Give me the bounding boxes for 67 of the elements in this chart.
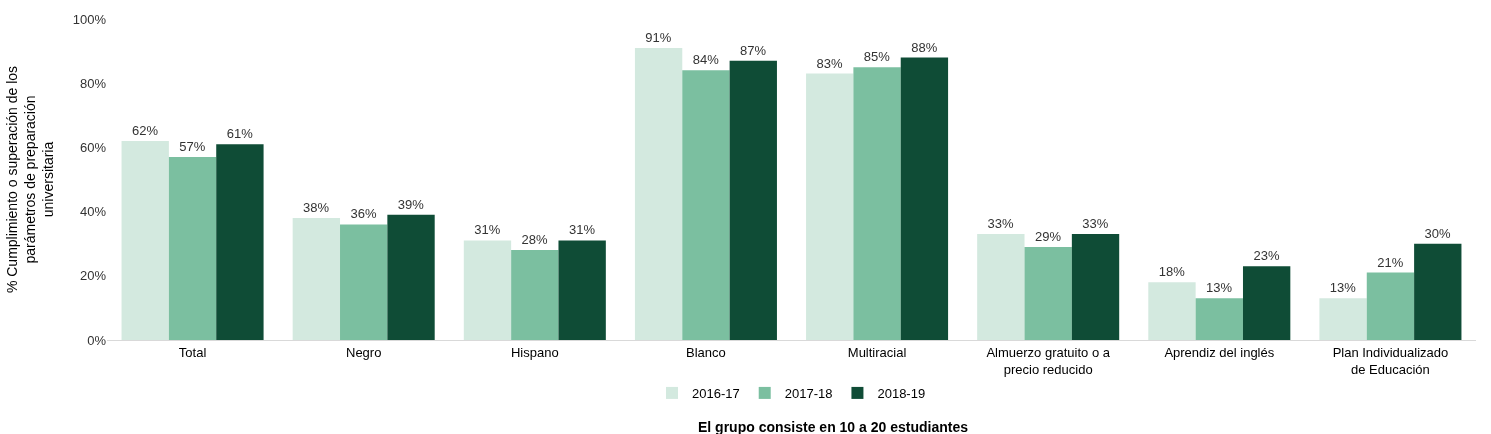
y-tick-label: 100%	[72, 11, 107, 27]
data-label: 36%	[350, 206, 377, 222]
x-tick-label: Blanco	[686, 344, 726, 360]
bar	[1319, 298, 1367, 340]
y-tick-label: 0%	[87, 332, 107, 348]
bar	[340, 224, 388, 340]
bar	[1366, 272, 1415, 340]
y-tick-label: 40%	[79, 204, 107, 220]
y-tick-label: 60%	[79, 139, 107, 155]
data-label: 28%	[521, 232, 549, 248]
bar	[121, 140, 169, 340]
x-tick-label: Almuerzo gratuito o a precio reducido	[986, 344, 1111, 377]
bar	[558, 240, 606, 340]
bar	[900, 57, 949, 340]
data-label: 13%	[1329, 280, 1357, 296]
y-tick-label: 80%	[79, 75, 107, 91]
data-label: 31%	[568, 222, 596, 238]
data-label: 87%	[740, 42, 767, 58]
bar	[977, 234, 1025, 340]
legend-label: 2018-19	[877, 385, 926, 401]
legend-label: 2017-18	[784, 385, 833, 401]
bar	[1414, 243, 1462, 340]
bar	[168, 157, 217, 340]
bar	[463, 240, 512, 340]
bar	[682, 70, 730, 340]
y-tick-label: 20%	[79, 268, 107, 284]
bar	[1242, 266, 1291, 340]
data-label: 29%	[1034, 228, 1062, 244]
text: El grupo consiste en 10 a 20 estudiantes	[698, 419, 969, 434]
x-tick-label: Hispano	[510, 344, 559, 360]
bar	[729, 60, 777, 340]
data-label: 33%	[987, 216, 1015, 232]
data-label: 23%	[1253, 248, 1280, 264]
bar	[634, 47, 683, 340]
bar	[511, 250, 559, 340]
bar	[387, 214, 435, 340]
x-tick-label: Multiracial	[847, 344, 907, 360]
x-tick-label: Plan Individualizado de Educación	[1332, 344, 1449, 377]
data-label: 39%	[397, 196, 425, 212]
bar	[806, 73, 854, 340]
bar	[853, 67, 901, 340]
data-label: 18%	[1158, 264, 1186, 280]
x-tick-label: Negro	[345, 344, 382, 360]
data-label: 62%	[131, 122, 159, 138]
data-label: 13%	[1206, 280, 1233, 296]
data-label: 85%	[863, 49, 891, 65]
data-label: 61%	[226, 126, 254, 142]
data-label: 88%	[911, 39, 938, 55]
data-label: 91%	[645, 29, 672, 45]
data-label: 84%	[692, 52, 720, 68]
x-tick-label: Aprendiz del inglés	[1164, 344, 1275, 360]
data-label: 21%	[1377, 254, 1404, 270]
bar	[1148, 282, 1196, 340]
data-label: 31%	[474, 222, 501, 238]
legend-label: 2016-17	[692, 385, 740, 401]
bar	[1071, 234, 1120, 340]
bar	[216, 144, 264, 340]
bar	[292, 218, 341, 340]
bar	[1024, 246, 1072, 340]
data-label: 57%	[179, 139, 206, 155]
data-label: 38%	[303, 200, 330, 216]
data-label: 83%	[816, 55, 843, 71]
x-tick-label: Total	[178, 344, 207, 360]
y-axis-title: % Cumplimiento o superación de los parámetros de preparación universitaria	[3, 65, 57, 294]
data-label: 30%	[1424, 225, 1452, 241]
data-label: 33%	[1082, 216, 1109, 232]
bar	[1195, 298, 1243, 340]
